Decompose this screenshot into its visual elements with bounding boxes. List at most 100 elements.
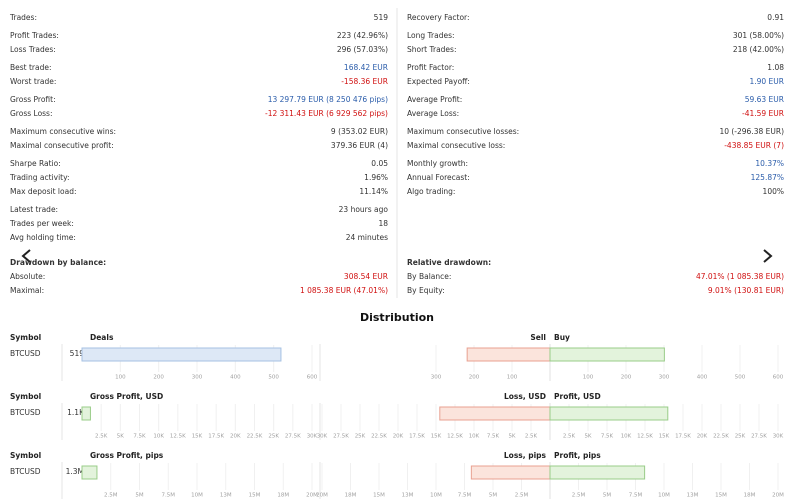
tick-label: 10K xyxy=(469,434,480,440)
stat-value: 1.90 EUR xyxy=(749,77,784,86)
tick-label: 25K xyxy=(355,434,366,440)
tick-label: 27.5K xyxy=(285,434,301,440)
stat-value: 9.01% (130.81 EUR) xyxy=(708,286,784,295)
tick-label: 7.5K xyxy=(133,434,146,440)
tick-label: 300 xyxy=(431,375,442,381)
tick-label: 400 xyxy=(230,375,241,381)
tick-label: 12.5K xyxy=(447,434,463,440)
tick-label: 300 xyxy=(659,375,670,381)
stat-value: 308.54 EUR xyxy=(344,272,388,281)
tick-label: 10K xyxy=(153,434,164,440)
stat-value: 10 (-296.38 EUR) xyxy=(719,127,784,136)
tick-label: 2.5K xyxy=(95,434,108,440)
stat-value: -12 311.43 EUR (6 929 562 pips) xyxy=(265,109,388,118)
stat-label: Algo trading: xyxy=(407,187,455,196)
total: 1.1K xyxy=(67,408,85,417)
bar xyxy=(81,465,98,480)
tick-label: 20M xyxy=(772,493,784,499)
tick-label: 7.5M xyxy=(458,493,472,499)
tick-label: 500 xyxy=(268,375,279,381)
tick-label: 7.5M xyxy=(162,493,176,499)
stat-value: 10.37% xyxy=(755,159,784,168)
stat-label: Profit Trades: xyxy=(10,31,59,40)
tick-label: 15K xyxy=(431,434,442,440)
stat-label: Gross Loss: xyxy=(10,109,53,118)
tick-label: 20K xyxy=(697,434,708,440)
tick-label: 22.5K xyxy=(247,434,263,440)
pos-bar xyxy=(549,406,669,421)
prev-arrow[interactable] xyxy=(21,249,31,263)
stat-value: 379.36 EUR (4) xyxy=(331,141,388,150)
stat-value: 125.87% xyxy=(751,173,784,182)
stat-label: Max deposit load: xyxy=(10,187,77,196)
tick-label: 22.5K xyxy=(713,434,729,440)
tick-label: 20M xyxy=(306,493,318,499)
tick-label: 5M xyxy=(135,493,143,499)
symbol: BTCUSD xyxy=(10,349,41,358)
stat-label: Avg holding time: xyxy=(10,233,76,242)
neg-title: Sell xyxy=(530,333,546,342)
stat-label: By Equity: xyxy=(407,286,445,295)
stat-value: 519 xyxy=(374,13,389,22)
pos-bar xyxy=(549,465,646,480)
distribution-title: Distribution xyxy=(360,311,434,324)
stat-value: -438.85 EUR (7) xyxy=(724,141,784,150)
stat-label: Sharpe Ratio: xyxy=(10,159,61,168)
tick-label: 10M xyxy=(430,493,442,499)
tick-label: 200 xyxy=(621,375,632,381)
stat-label: Best trade: xyxy=(10,63,52,72)
chart-title: Gross Profit, USD xyxy=(90,392,163,401)
neg-bar xyxy=(470,465,551,480)
tick-label: 17.5K xyxy=(675,434,691,440)
tick-label: 18M xyxy=(345,493,357,499)
stat-label: Trades: xyxy=(9,13,37,22)
pos-title: Buy xyxy=(554,333,570,342)
stat-label: Loss Trades: xyxy=(10,45,56,54)
stat-label: Profit Factor: xyxy=(407,63,454,72)
stat-label: Expected Payoff: xyxy=(407,77,470,86)
tick-label: 100 xyxy=(583,375,594,381)
tick-label: 7.5M xyxy=(629,493,643,499)
stat-label: Monthly growth: xyxy=(407,159,468,168)
tick-label: 7.5K xyxy=(487,434,500,440)
tick-label: 15M xyxy=(373,493,385,499)
pos-title: Profit, pips xyxy=(554,451,601,460)
tick-label: 2.5M xyxy=(104,493,118,499)
stat-label: Average Profit: xyxy=(407,95,462,104)
stat-label: Maximal consecutive profit: xyxy=(10,141,114,150)
stat-label: Long Trades: xyxy=(407,31,455,40)
tick-label: 20K xyxy=(230,434,241,440)
stat-label: Maximal consecutive loss: xyxy=(407,141,505,150)
tick-label: 10M xyxy=(658,493,670,499)
pos-title: Profit, USD xyxy=(554,392,601,401)
stat-label: Trading activity: xyxy=(9,173,70,182)
symbol: BTCUSD xyxy=(10,408,41,417)
neg-bar xyxy=(439,406,551,421)
bar xyxy=(81,406,91,421)
stat-value: 0.91 xyxy=(767,13,784,22)
stat-label: Average Loss: xyxy=(407,109,459,118)
stat-value: 18 xyxy=(378,219,388,228)
next-arrow[interactable] xyxy=(763,249,773,263)
stat-value: 218 (42.00%) xyxy=(733,45,784,54)
neg-bar xyxy=(466,347,551,362)
neg-title: Loss, pips xyxy=(504,451,547,460)
tick-label: 17.5K xyxy=(409,434,425,440)
stat-label: Gross Profit: xyxy=(10,95,56,104)
stat-value: 1 085.38 EUR (47.01%) xyxy=(300,286,388,295)
stat-label: Short Trades: xyxy=(407,45,456,54)
stat-value: 1.96% xyxy=(364,173,388,182)
stat-label: Latest trade: xyxy=(10,205,58,214)
stat-value: 23 hours ago xyxy=(339,205,389,214)
tick-label: 12.5K xyxy=(170,434,186,440)
stat-value: 24 minutes xyxy=(346,233,388,242)
tick-label: 30K xyxy=(317,434,328,440)
stat-value: -41.59 EUR xyxy=(742,109,784,118)
tick-label: 600 xyxy=(773,375,784,381)
stat-label: Maximal: xyxy=(10,286,44,295)
tick-label: 600 xyxy=(307,375,318,381)
tick-label: 18M xyxy=(277,493,289,499)
tick-label: 20M xyxy=(316,493,328,499)
pos-bar xyxy=(549,347,665,362)
tick-label: 7.5K xyxy=(601,434,614,440)
